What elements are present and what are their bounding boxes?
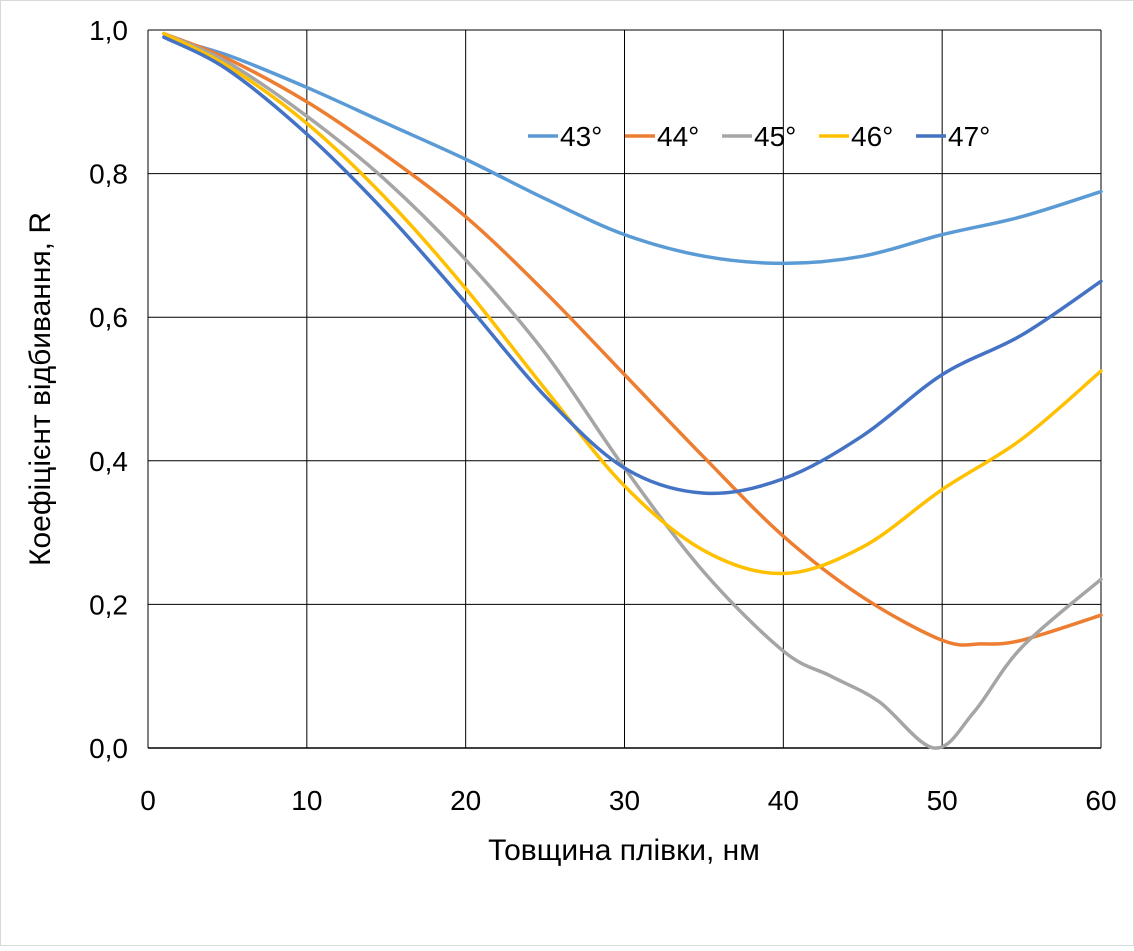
y-tick-label: 0,2 xyxy=(89,589,128,620)
legend-label: 47° xyxy=(948,121,990,152)
y-axis-label: Коефіцієнт відбивання, R xyxy=(24,212,57,566)
series-line-46deg xyxy=(162,31,1103,576)
series-line-45deg xyxy=(162,31,1103,750)
series-line-47deg xyxy=(162,35,1103,496)
y-tick-label: 0,8 xyxy=(89,159,128,190)
y-tick-label: 0,6 xyxy=(89,302,128,333)
tick-labels: 0,0 0,2 0,4 0,6 0,8 1,0 0 10 20 30 40 50 60 xyxy=(89,15,1117,816)
series-line-44deg xyxy=(162,31,1103,647)
series-lines xyxy=(162,31,1103,750)
x-tick-label: 20 xyxy=(450,785,481,816)
x-tick-label: 60 xyxy=(1085,785,1116,816)
x-tick-label: 40 xyxy=(768,785,799,816)
x-axis-label: Товщина плівки, нм xyxy=(488,834,760,867)
x-tick-label: 30 xyxy=(609,785,640,816)
legend-label: 43° xyxy=(560,121,602,152)
x-tick-label: 0 xyxy=(140,785,156,816)
x-tick-label: 50 xyxy=(927,785,958,816)
legend-label: 46° xyxy=(851,121,893,152)
legend-label: 45° xyxy=(754,121,796,152)
x-tick-label: 10 xyxy=(291,785,322,816)
y-tick-label: 0,4 xyxy=(89,446,128,477)
y-tick-label: 0,0 xyxy=(89,733,128,764)
legend: 43° 44° 45° 46° 47° xyxy=(528,121,990,152)
legend-label: 44° xyxy=(657,121,699,152)
y-tick-label: 1,0 xyxy=(89,15,128,46)
series-line-43deg xyxy=(162,35,1103,266)
